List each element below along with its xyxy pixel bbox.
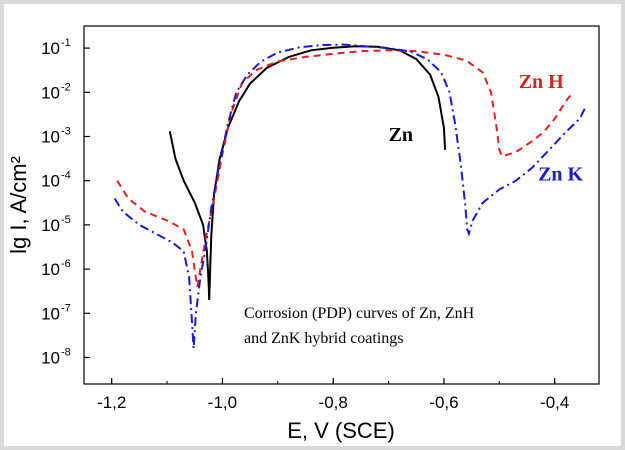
y-tick-label: 10 <box>41 83 60 102</box>
y-tick-exponent: -1 <box>61 37 71 49</box>
y-tick-label: 10 <box>41 348 60 367</box>
y-tick-exponent: -2 <box>61 81 71 93</box>
series-line-zn-h <box>116 49 573 287</box>
tick-layer: -1,2 -1,0 -0,8 -0,6 -0,410-110-210-310-410-5… <box>41 37 569 412</box>
x-tick-label: -0,8 <box>319 393 348 412</box>
x-tick-label: -0,6 <box>429 393 458 412</box>
y-tick-exponent: -4 <box>61 170 71 182</box>
annotation-line-1: Corrosion (PDP) curves of Zn, ZnH <box>244 305 475 322</box>
y-tick-exponent: -5 <box>61 214 71 226</box>
series-layer <box>113 43 587 349</box>
y-axis-title: lg I, A/cm² <box>6 156 31 254</box>
y-tick-label: 10 <box>41 39 60 58</box>
x-tick-label: -1,2 <box>97 393 126 412</box>
series-label-zn-h: Zn H <box>519 71 564 93</box>
x-tick-label: -1,0 <box>208 393 237 412</box>
series-label-zn: Zn <box>389 124 413 146</box>
series-line-zn <box>168 45 447 301</box>
annotation-line-2: and ZnK hybrid coatings <box>244 330 404 347</box>
y-tick-label: 10 <box>41 260 60 279</box>
series-line-zn-k <box>113 43 587 349</box>
y-tick-label: 10 <box>41 127 60 146</box>
y-tick-exponent: -6 <box>61 258 71 270</box>
plot-area <box>83 25 600 385</box>
label-layer: Zn Zn H Zn K <box>389 71 584 186</box>
pdp-chart: -1,2 -1,0 -0,8 -0,6 -0,410-110-210-310-410-5… <box>6 25 600 443</box>
y-tick-label: 10 <box>41 172 60 191</box>
y-tick-exponent: -7 <box>61 302 71 314</box>
y-tick-exponent: -3 <box>61 125 71 137</box>
y-tick-exponent: -8 <box>61 346 71 358</box>
chart-frame: -1,2 -1,0 -0,8 -0,6 -0,4 10 -1 10 -2 10 -3 10 -4 10 -5… <box>4 4 621 446</box>
x-axis-title: E, V (SCE) <box>287 418 395 443</box>
y-tick-label: 10 <box>41 304 60 323</box>
y-tick-label: 10 <box>41 216 60 235</box>
series-label-zn-k: Zn K <box>538 164 583 186</box>
x-tick-label: -0,4 <box>540 393 569 412</box>
